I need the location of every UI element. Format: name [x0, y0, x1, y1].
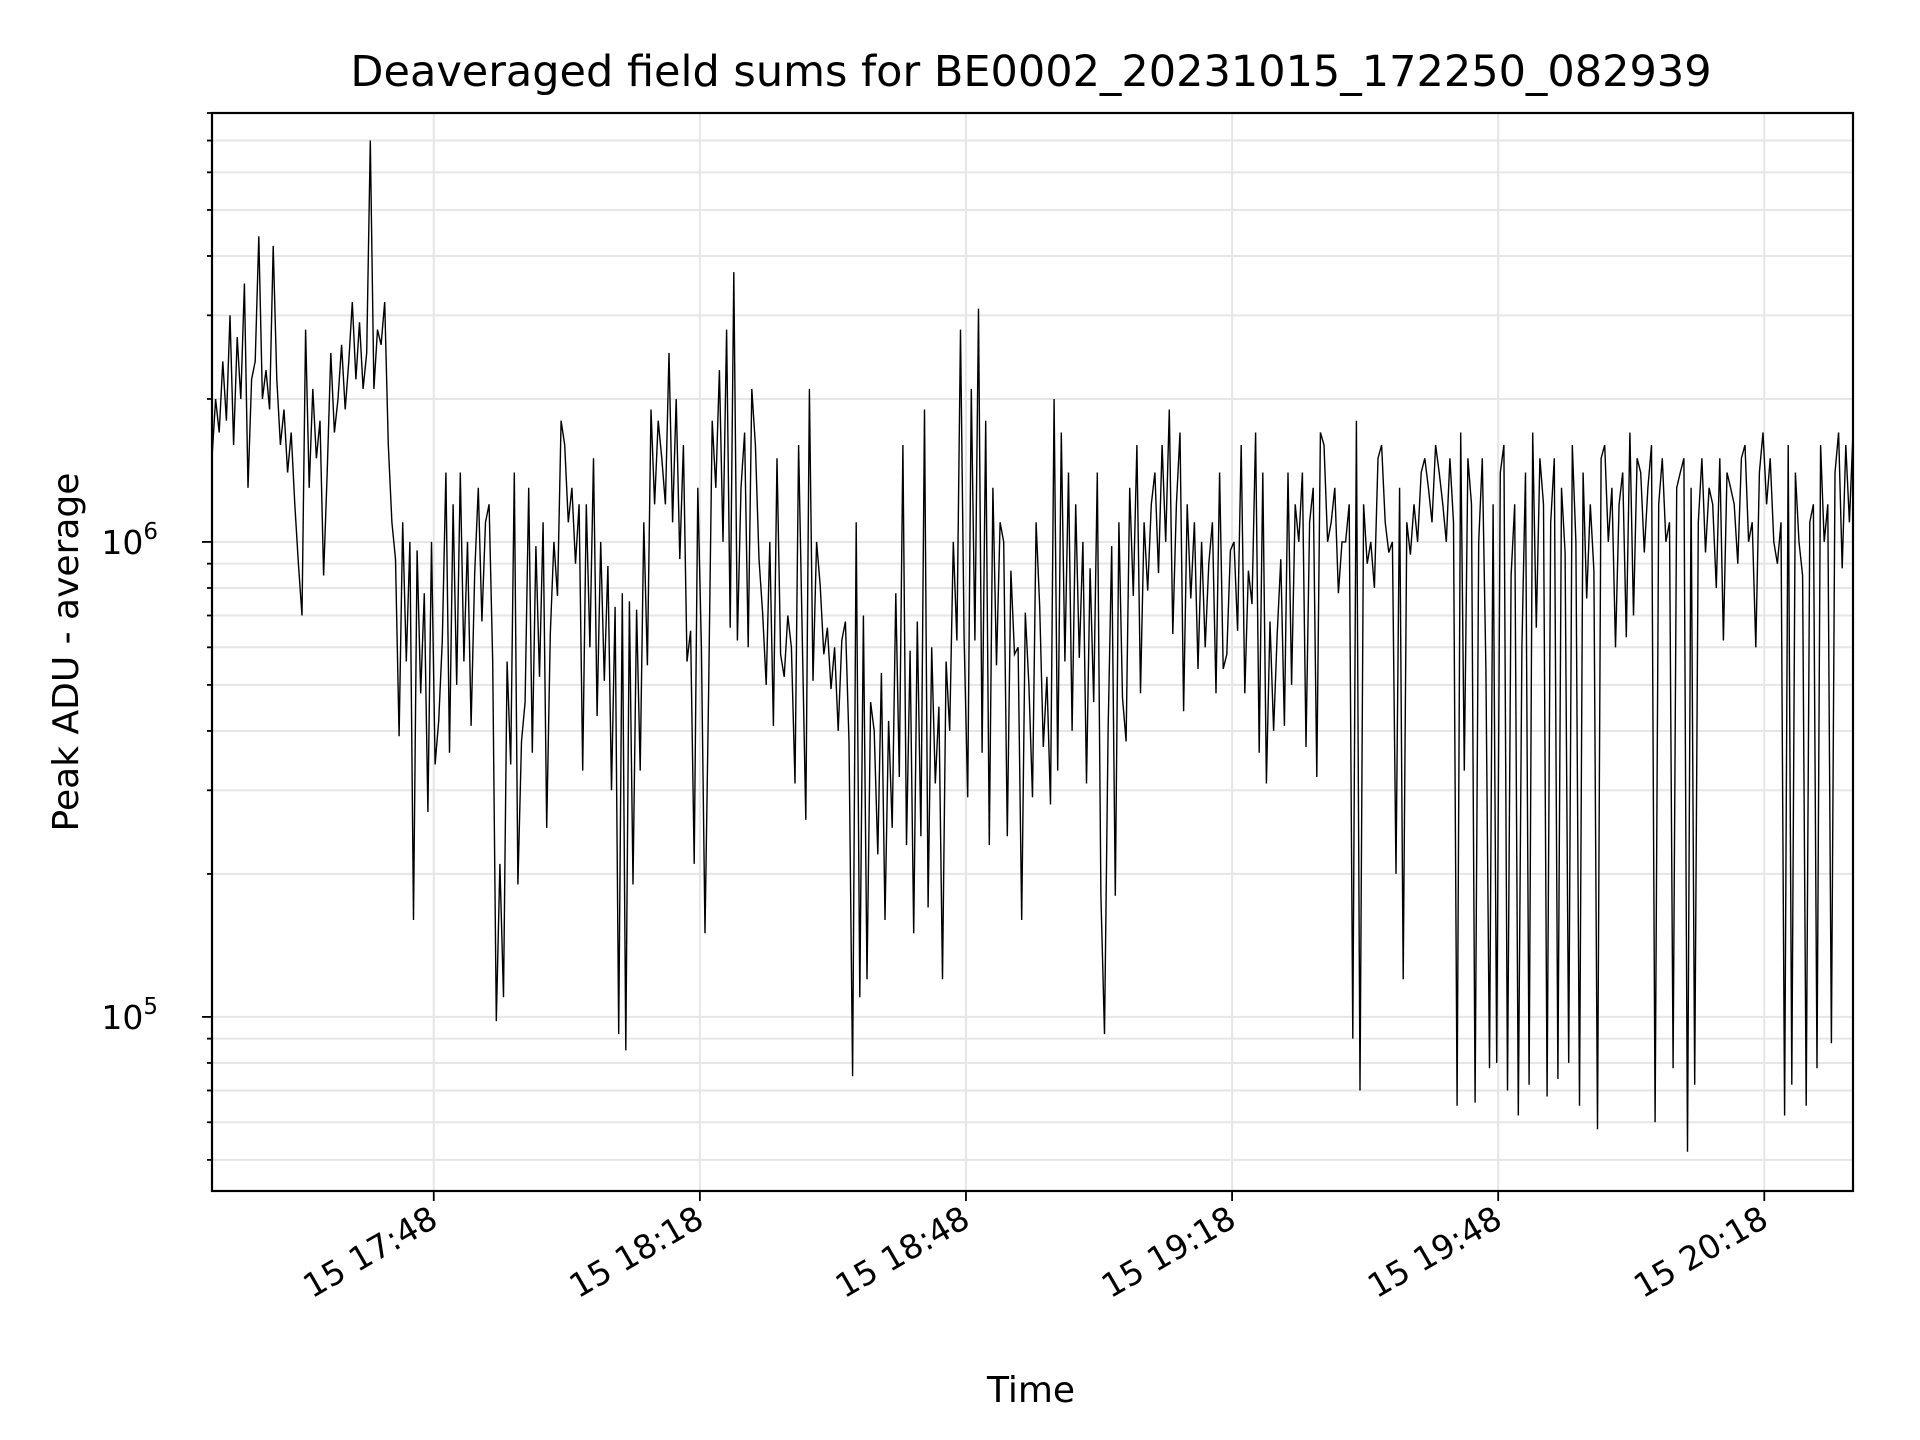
series-line — [211, 140, 1854, 1152]
axis-ticks — [202, 112, 1766, 1201]
y-tick-exponent: 6 — [143, 519, 158, 545]
x-tick-label: 15 18:18 — [563, 1198, 710, 1306]
y-tick-base: 10 — [101, 998, 143, 1037]
y-tick-exponent: 5 — [143, 994, 158, 1020]
x-tick-label: 15 18:48 — [829, 1198, 976, 1306]
x-tick-label: 15 20:18 — [1627, 1198, 1774, 1306]
y-tick-label: 106 — [101, 519, 158, 562]
y-tick-label: 105 — [101, 994, 158, 1037]
x-tick-labels: 15 17:48 15 18:18 15 18:48 15 19:18 15 19:48… — [296, 1198, 1774, 1306]
x-tick-label: 15 19:18 — [1095, 1198, 1242, 1306]
data-series — [211, 140, 1854, 1152]
x-tick-label: 15 19:48 — [1361, 1198, 1508, 1306]
x-tick-label: 15 17:48 — [296, 1198, 443, 1306]
x-axis-title: Time — [986, 1370, 1075, 1411]
y-axis-title: Peak ADU - average — [46, 473, 87, 832]
chart-title: Deaveraged field sums for BE0002_2023101… — [350, 47, 1711, 97]
y-tick-base: 10 — [101, 523, 143, 562]
plot-frame — [210, 111, 1855, 1193]
gridlines — [212, 112, 1853, 1191]
